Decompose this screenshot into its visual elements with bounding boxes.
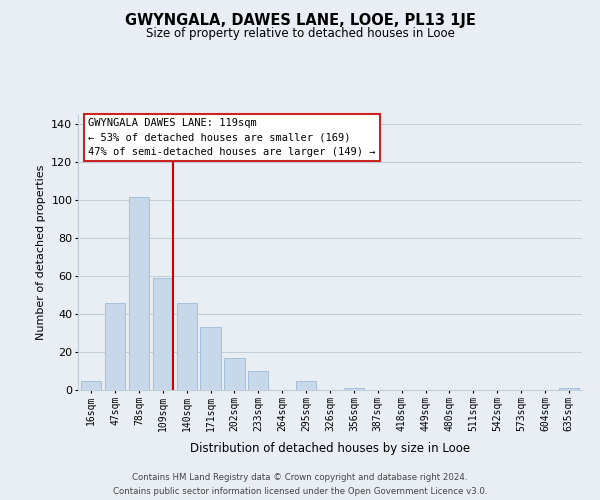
Text: Contains public sector information licensed under the Open Government Licence v3: Contains public sector information licen… [113,486,487,496]
Bar [344,388,364,390]
Text: Size of property relative to detached houses in Looe: Size of property relative to detached ho… [146,28,454,40]
Bar [559,388,579,390]
Bar [129,196,149,390]
Bar [152,278,173,390]
Text: GWYNGALA, DAWES LANE, LOOE, PL13 1JE: GWYNGALA, DAWES LANE, LOOE, PL13 1JE [125,12,475,28]
Text: Contains HM Land Registry data © Crown copyright and database right 2024.: Contains HM Land Registry data © Crown c… [132,473,468,482]
Bar [224,358,245,390]
Bar [176,303,197,390]
Bar [105,303,125,390]
Text: GWYNGALA DAWES LANE: 119sqm
← 53% of detached houses are smaller (169)
47% of se: GWYNGALA DAWES LANE: 119sqm ← 53% of det… [88,118,376,156]
Bar [296,380,316,390]
Y-axis label: Number of detached properties: Number of detached properties [36,165,46,340]
Bar [81,380,101,390]
Bar [200,328,221,390]
X-axis label: Distribution of detached houses by size in Looe: Distribution of detached houses by size … [190,442,470,455]
Bar [248,371,268,390]
